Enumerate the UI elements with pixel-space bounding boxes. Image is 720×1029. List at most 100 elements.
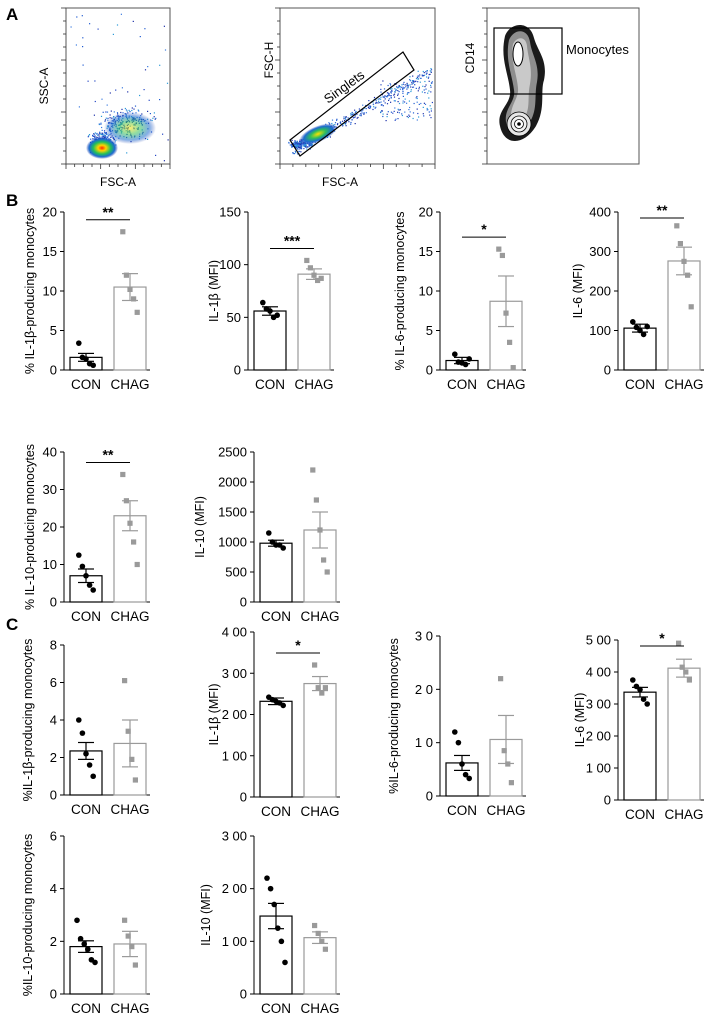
- y-axis-label: %IL-1β-producing monocytes: [21, 639, 35, 802]
- y-tick-label: 20: [43, 520, 57, 535]
- data-point-con: [83, 750, 89, 757]
- y-tick-label: 0: [426, 363, 433, 378]
- data-point-chag: [127, 286, 133, 293]
- category-label-chag: CHAG: [664, 377, 703, 392]
- flow-axis-ticks: [275, 7, 436, 169]
- y-tick-label: 300: [589, 244, 611, 259]
- y-tick-label: 2 00: [586, 729, 611, 744]
- data-point-chag: [134, 309, 140, 315]
- significance-label: **: [657, 202, 668, 218]
- y-tick-label: 15: [43, 244, 57, 259]
- bar-con: [69, 945, 103, 995]
- y-tick-label: 40: [43, 445, 57, 460]
- y-tick-label: 0: [604, 793, 611, 808]
- data-point-con: [633, 683, 640, 690]
- significance-label: ***: [284, 232, 301, 248]
- category-label-chag: CHAG: [110, 377, 149, 392]
- category-label-con: CON: [261, 1001, 291, 1016]
- data-point-chag: [120, 229, 126, 235]
- data-point-chag: [508, 780, 514, 786]
- data-point-chag: [676, 640, 682, 646]
- data-point-con: [260, 299, 266, 306]
- y-tick-label: 10: [419, 284, 433, 299]
- y-tick-label: 8: [50, 638, 57, 653]
- data-point-chag: [132, 777, 138, 783]
- category-label-con: CON: [71, 802, 101, 817]
- data-point-con: [633, 324, 640, 331]
- bar-con: [623, 691, 657, 801]
- data-point-con: [264, 875, 270, 881]
- category-label-con: CON: [261, 804, 291, 819]
- data-point-con: [455, 739, 462, 746]
- data-point-chag: [315, 277, 321, 284]
- data-point-con: [85, 946, 91, 953]
- bar-chart-3: 0 5 10 15 20 % IL-6-producing monocytes CON CHA…: [393, 205, 526, 392]
- y-tick-label: 2: [50, 750, 57, 765]
- data-point-con: [90, 773, 96, 780]
- bar-chart-10: 0 1 00 2 00 3 00 4 00 5 00 IL-6 (MFI) CON CHAG *: [573, 630, 704, 822]
- data-point-chag: [312, 662, 318, 668]
- y-tick-label: 10: [43, 284, 57, 299]
- data-point-con: [92, 959, 98, 966]
- data-point-chag: [688, 304, 694, 310]
- bar-con: [259, 700, 293, 798]
- data-point-con: [466, 356, 473, 362]
- data-point-chag: [123, 272, 129, 278]
- data-point-chag: [503, 310, 509, 316]
- data-point-chag: [681, 258, 687, 264]
- data-point-con: [274, 312, 281, 319]
- category-label-chag: CHAG: [300, 804, 339, 819]
- data-point-con: [466, 775, 473, 782]
- y-axis-label: IL-1β (MFI): [207, 260, 221, 322]
- data-point-con: [76, 552, 82, 558]
- category-label-chag: CHAG: [486, 377, 525, 392]
- flow-plot-fsch-fsca: Singlets FSC-A FSC-H: [262, 7, 436, 189]
- y-tick-label: 0: [604, 363, 611, 378]
- data-point-con: [86, 582, 93, 588]
- y-tick-label: 0: [240, 790, 247, 805]
- category-label-con: CON: [71, 609, 101, 624]
- data-point-chag: [129, 944, 135, 950]
- data-point-chag: [123, 498, 129, 504]
- data-point-chag: [122, 917, 128, 923]
- y-tick-label: 4: [50, 881, 57, 896]
- y-axis-label: % IL-1β-producing monocytes: [23, 208, 37, 374]
- y-tick-label: 2500: [218, 445, 247, 460]
- data-point-con: [640, 331, 647, 338]
- data-point-con: [637, 327, 643, 334]
- data-point-chag: [510, 365, 516, 371]
- bar-chart-7: 0 2 4 6 8 %IL-1β-producing monocytes CON CHAG: [21, 638, 150, 817]
- significance-label: **: [103, 447, 114, 463]
- significance-label: *: [295, 637, 301, 653]
- significance-label: *: [659, 630, 665, 646]
- significance-label: **: [103, 204, 114, 220]
- flow-ylabel: SSC-A: [37, 68, 51, 105]
- category-label-con: CON: [255, 377, 285, 392]
- data-point-con: [83, 356, 89, 362]
- bar-con: [259, 542, 293, 603]
- data-point-chag: [322, 685, 328, 691]
- data-point-con: [462, 771, 469, 778]
- data-point-chag: [313, 497, 319, 503]
- data-point-chag: [120, 471, 126, 478]
- data-point-con: [267, 308, 273, 314]
- category-label-chag: CHAG: [486, 803, 525, 818]
- y-tick-label: 3 0: [415, 629, 433, 644]
- bar-chart-6: 0 500 1000 1500 2000 2500 IL-10 (MFI) CON CHAG: [193, 445, 340, 624]
- y-tick-label: 20: [419, 205, 433, 220]
- flow-plot-cd14: Monocytes CD14: [463, 7, 640, 165]
- y-tick-label: 1 00: [586, 761, 611, 776]
- y-tick-label: 4 00: [586, 665, 611, 680]
- bar-con: [253, 310, 287, 371]
- bar-chart-1: 0 5 10 15 20 % IL-1β-producing monocytes CON CH…: [23, 204, 150, 392]
- data-point-chag: [132, 962, 138, 968]
- singlets-gate: [289, 51, 415, 157]
- y-tick-label: 5 00: [586, 633, 611, 648]
- y-tick-label: 0: [50, 363, 57, 378]
- data-point-con: [77, 935, 84, 942]
- y-tick-label: 1 00: [222, 748, 247, 763]
- data-point-chag: [131, 296, 137, 302]
- flow-ylabel: CD14: [463, 42, 477, 73]
